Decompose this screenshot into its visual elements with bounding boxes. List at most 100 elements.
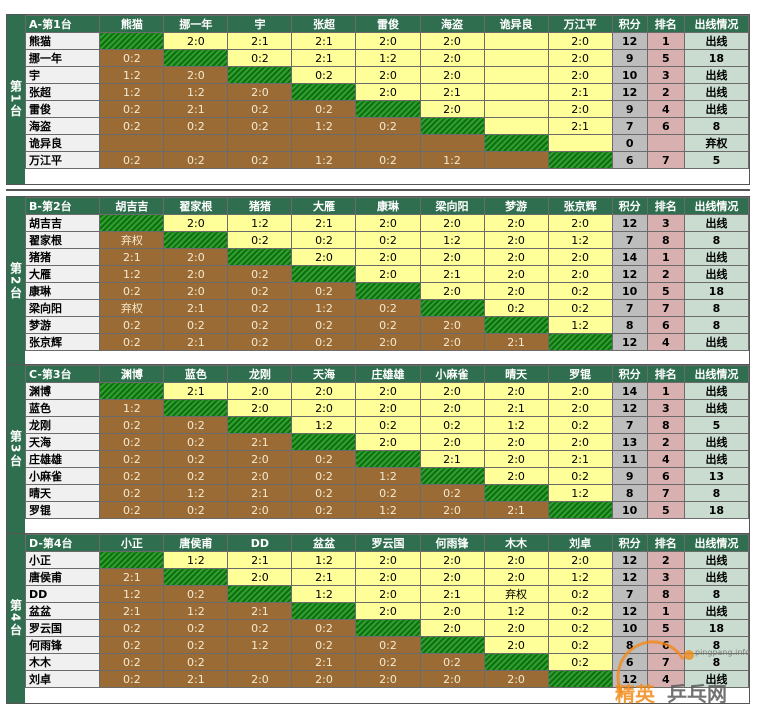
status-cell: 出线: [683, 265, 750, 283]
score-cell: 0:2: [99, 450, 165, 468]
score-cell: 2:0: [483, 619, 549, 637]
points-cell: 13: [611, 433, 648, 451]
column-player-name: 张超: [291, 15, 357, 33]
score-cell: 0:2: [99, 433, 165, 451]
score-cell: 2:0: [483, 636, 549, 654]
row-player-name: 龙刚: [24, 416, 101, 434]
score-cell: 弃权: [99, 231, 165, 249]
row-player-name: 木木: [24, 653, 101, 671]
score-cell: [483, 49, 549, 67]
score-cell: 0:2: [163, 585, 229, 603]
column-player-name: 大雁: [291, 197, 357, 215]
group-table-3: 第3台 C-第3台 渊博 蓝色 龙刚 天海 庄雄雄 小麻雀 晴天 罗锟 积分 排名 出线情况 渊博 2:1 2…: [6, 364, 750, 535]
rank-cell: 1: [646, 248, 685, 266]
rank-cell: 3: [646, 66, 685, 84]
rank-cell: 6: [646, 316, 685, 334]
column-player-name: 梁向阳: [419, 197, 485, 215]
column-player-name: 海盗: [419, 15, 485, 33]
score-cell: 2:0: [419, 602, 485, 620]
self-match-cell: [291, 602, 357, 620]
group-table-2: 第2台 B-第2台 胡吉吉 翟家根 猪猪 大雁 康琳 梁向阳 梦游 张京辉 积分 排名 出线情况 胡吉吉 2…: [6, 196, 750, 367]
status-header: 出线情况: [683, 197, 750, 215]
score-cell: 1:2: [291, 151, 357, 169]
score-cell: 2:1: [291, 653, 357, 671]
score-cell: 2:0: [547, 265, 613, 283]
score-cell: 2:0: [419, 49, 485, 67]
points-cell: 7: [611, 585, 648, 603]
points-cell: 9: [611, 49, 648, 67]
score-cell: [483, 32, 549, 50]
status-cell: 5: [683, 416, 750, 434]
points-cell: 12: [611, 602, 648, 620]
score-cell: 2:0: [419, 32, 485, 50]
table-row: 万江平 0:2 0:2 0:2 1:2 0:2 1:2 6 7 5: [24, 151, 750, 169]
points-cell: 12: [611, 399, 648, 417]
rank-cell: 5: [646, 49, 685, 67]
self-match-cell: [227, 416, 293, 434]
score-cell: 2:0: [355, 333, 421, 351]
svg-text:pingpang.info: pingpang.info: [695, 648, 750, 657]
row-player-name: 猪猪: [24, 248, 101, 266]
self-match-cell: [163, 568, 229, 586]
row-player-name: 张京辉: [24, 333, 101, 351]
group-table-4: 第4台 D-第4台 小正 唐侯甫 DD 盆盆 罗云国 何雨锋 木木 刘卓 积分 排名 出线情况 小正 1:2…: [6, 533, 750, 704]
status-cell: 18: [683, 619, 750, 637]
score-cell: 2:0: [547, 551, 613, 569]
column-player-name: 康琳: [355, 197, 421, 215]
score-cell: 2:1: [419, 450, 485, 468]
row-player-name: 雷俊: [24, 100, 101, 118]
self-match-cell: [483, 316, 549, 334]
column-player-name: 挪一年: [163, 15, 229, 33]
score-cell: 2:0: [547, 399, 613, 417]
score-cell: 1:2: [291, 117, 357, 135]
score-cell: 0:2: [547, 416, 613, 434]
score-cell: 2:1: [419, 265, 485, 283]
status-cell: 8: [683, 117, 750, 135]
results-table: C-第3台 渊博 蓝色 龙刚 天海 庄雄雄 小麻雀 晴天 罗锟 积分 排名 出线情况 渊博 2:1 2:0 2…: [24, 365, 750, 519]
points-cell: 14: [611, 382, 648, 400]
score-cell: 1:2: [291, 585, 357, 603]
score-cell: 0:2: [547, 602, 613, 620]
row-player-name: 宇: [24, 66, 101, 84]
status-cell: 18: [683, 282, 750, 300]
score-cell: 1:2: [547, 316, 613, 334]
score-cell: [483, 100, 549, 118]
score-cell: 1:2: [99, 399, 165, 417]
column-player-name: 唐侯甫: [163, 534, 229, 552]
header-row: D-第4台 小正 唐侯甫 DD 盆盆 罗云国 何雨锋 木木 刘卓 积分 排名 出线情况: [24, 534, 750, 552]
status-cell: 弃权: [683, 134, 750, 152]
status-cell: 18: [683, 501, 750, 519]
score-cell: 0:2: [99, 49, 165, 67]
score-cell: 0:2: [547, 467, 613, 485]
score-cell: 0:2: [227, 151, 293, 169]
score-cell: 弃权: [99, 299, 165, 317]
score-cell: 1:2: [483, 602, 549, 620]
points-cell: 10: [611, 282, 648, 300]
score-cell: 2:0: [163, 248, 229, 266]
watermark-logo: 精英 乒乓网 pingpang.info: [615, 640, 750, 706]
score-cell: 0:2: [291, 333, 357, 351]
score-cell: 1:2: [99, 265, 165, 283]
score-cell: 2:1: [227, 433, 293, 451]
row-player-name: 胡吉吉: [24, 214, 101, 232]
score-cell: 2:1: [163, 100, 229, 118]
self-match-cell: [419, 117, 485, 135]
column-player-name: 晴天: [483, 365, 549, 383]
table-row: 梦游 0:2 0:2 0:2 0:2 0:2 2:0 1:2 8 6 8: [24, 316, 750, 334]
score-cell: 2:0: [355, 433, 421, 451]
row-player-name: 海盗: [24, 117, 101, 135]
score-cell: 2:0: [419, 316, 485, 334]
score-cell: 0:2: [163, 316, 229, 334]
status-cell: 出线: [683, 382, 750, 400]
table-side-label-text: 第2台: [8, 262, 23, 301]
status-cell: 8: [683, 484, 750, 502]
status-cell: 出线: [683, 333, 750, 351]
row-player-name: 小麻雀: [24, 467, 101, 485]
score-cell: 2:1: [163, 299, 229, 317]
score-cell: 2:1: [227, 551, 293, 569]
score-cell: 2:0: [355, 551, 421, 569]
score-cell: 2:0: [419, 670, 485, 688]
self-match-cell: [547, 333, 613, 351]
score-cell: 0:2: [227, 282, 293, 300]
status-cell: 出线: [683, 32, 750, 50]
